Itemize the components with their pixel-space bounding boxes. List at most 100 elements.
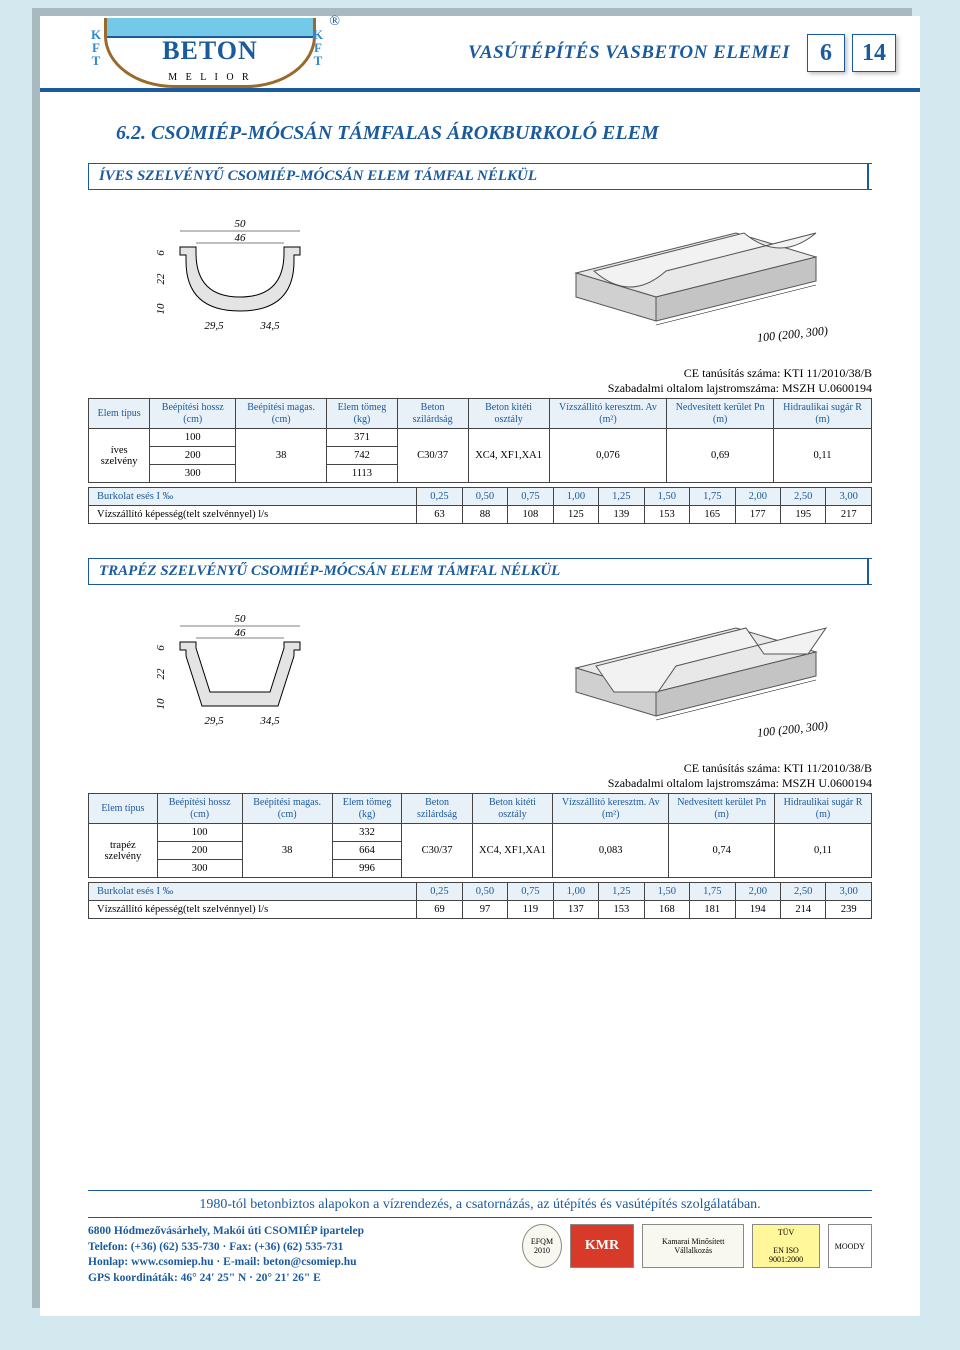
cell: 153 <box>644 506 689 524</box>
col-av: Vízszállító keresztm. Av (m²) <box>549 399 666 429</box>
cell: 0,74 <box>669 824 775 878</box>
col: Elem tömeg (kg) <box>332 794 402 824</box>
cell: 1,00 <box>553 883 598 901</box>
contact-block: 6800 Hódmezővásárhely, Makói úti CSOMIÉP… <box>88 1224 508 1286</box>
cell: 332 <box>332 824 402 842</box>
cell: 300 <box>157 860 242 878</box>
cell: 69 <box>417 901 462 919</box>
cell-type: íves szelvény <box>89 429 150 483</box>
logo-subtext: M E L I O R <box>168 72 251 83</box>
cell: 371 <box>327 429 398 447</box>
svg-text:6: 6 <box>155 250 167 256</box>
cell: 1,00 <box>553 488 598 506</box>
cell: 88 <box>462 506 507 524</box>
tuv-badge-icon: TÜVEN ISO 9001:2000 <box>752 1224 819 1268</box>
cell: 2,00 <box>735 883 780 901</box>
kft-left: KFT <box>86 28 106 67</box>
cert-badges: EFQM 2010 KMR Kamarai Minősített Vállalk… <box>522 1224 872 1268</box>
col-pn: Nedvesített kerület Pn (m) <box>667 399 774 429</box>
cell: 0,25 <box>417 488 462 506</box>
section-title: 6.2. CSOMIÉP-MÓCSÁN TÁMFALAS ÁROKBURKOLÓ… <box>104 116 900 151</box>
subtitle-curved: ÍVES SZELVÉNYŰ CSOMIÉP-MÓCSÁN ELEM TÁMFA… <box>88 163 872 190</box>
cell: 3,00 <box>826 488 872 506</box>
flow-label-2: Vízszállító képesség(telt szelvénnyel) l… <box>89 901 417 919</box>
cell: 239 <box>826 901 872 919</box>
cell: 742 <box>327 447 398 465</box>
col-height: Beépítési magas. (cm) <box>236 399 327 429</box>
cross-section-curved: 50 46 6 22 10 29,5 34,5 <box>150 213 330 338</box>
cell: 97 <box>462 901 507 919</box>
subtitle-trapezoid: TRAPÉZ SZELVÉNYŰ CSOMIÉP-MÓCSÁN ELEM TÁM… <box>88 558 872 585</box>
spec-table-1: Elem típus Beépítési hossz (cm) Beépítés… <box>88 398 872 483</box>
col-length: Beépítési hossz (cm) <box>150 399 236 429</box>
col: Beépítési hossz (cm) <box>157 794 242 824</box>
cell: 153 <box>599 901 644 919</box>
cell: 0,75 <box>508 883 553 901</box>
efqm-badge-icon: EFQM 2010 <box>522 1224 562 1268</box>
iso-view-curved: 100 (200, 300) <box>546 213 846 338</box>
svg-text:50: 50 <box>235 218 247 230</box>
slope-label: Burkolat esés I ‰ <box>89 488 417 506</box>
footer-address: 6800 Hódmezővásárhely, Makói úti CSOMIÉP… <box>88 1224 508 1240</box>
registered-icon: ® <box>329 14 340 30</box>
cell: 194 <box>735 901 780 919</box>
cell: 2,00 <box>735 488 780 506</box>
col: Vízszállító keresztm. Av (m²) <box>553 794 669 824</box>
header-rule <box>40 88 920 92</box>
flow-table-1: Burkolat esés I ‰ 0,250,500,751,001,251,… <box>88 487 872 524</box>
spec-table-2: Elem típus Beépítési hossz (cm) Beépítés… <box>88 793 872 878</box>
cell: 181 <box>690 901 735 919</box>
col: Hidraulikai sugár R (m) <box>775 794 872 824</box>
kft-right: KFT <box>308 28 328 67</box>
cell: 0,076 <box>549 429 666 483</box>
cell: trapéz szelvény <box>89 824 158 878</box>
svg-text:10: 10 <box>155 698 167 710</box>
cell: 1,75 <box>690 488 735 506</box>
cell: 0,69 <box>667 429 774 483</box>
col: Beton szilárdság <box>402 794 472 824</box>
cell: C30/37 <box>397 429 468 483</box>
cell: 0,50 <box>462 488 507 506</box>
cell: 300 <box>150 465 236 483</box>
cell: 214 <box>780 901 825 919</box>
cell: 177 <box>735 506 780 524</box>
cell: 63 <box>417 506 462 524</box>
svg-text:46: 46 <box>235 232 247 244</box>
svg-text:22: 22 <box>155 668 167 680</box>
cell: 2,50 <box>780 883 825 901</box>
cell: 0,50 <box>462 883 507 901</box>
col: Nedvesített kerület Pn (m) <box>669 794 775 824</box>
footer-phone: Telefon: (+36) (62) 535-730 · Fax: (+36)… <box>88 1240 508 1256</box>
cell: 100 <box>157 824 242 842</box>
cell: 3,00 <box>826 883 872 901</box>
svg-text:50: 50 <box>235 613 247 625</box>
cell: 0,083 <box>553 824 669 878</box>
cert-block-1: CE tanúsítás száma: KTI 11/2010/38/B Sza… <box>40 366 872 396</box>
cell: 1,50 <box>644 883 689 901</box>
flow-table-2: Burkolat esés I ‰ 0,250,500,751,001,251,… <box>88 882 872 919</box>
slope-label-2: Burkolat esés I ‰ <box>89 883 417 901</box>
iso-view-trapezoid: 100 (200, 300) <box>546 608 846 733</box>
footer-gps: GPS koordináták: 46° 24' 25" N · 20° 21'… <box>88 1271 508 1287</box>
footer-web: Honlap: www.csomiep.hu · E-mail: beton@c… <box>88 1255 508 1271</box>
cell: 1,75 <box>690 883 735 901</box>
cert-patent-2: Szabadalmi oltalom lajstromszáma: MSZH U… <box>40 776 872 791</box>
cross-section-trapezoid: 50 46 6 22 10 29,5 34,5 <box>150 608 330 733</box>
cell: 195 <box>780 506 825 524</box>
diagram-row-1: 50 46 6 22 10 29,5 34,5 <box>40 204 920 344</box>
svg-text:10: 10 <box>155 303 167 315</box>
cell: 0,11 <box>774 429 872 483</box>
cell: 165 <box>690 506 735 524</box>
mkik-badge-icon: Kamarai Minősített Vállalkozás <box>642 1224 744 1268</box>
cell: 1113 <box>327 465 398 483</box>
cell: 0,75 <box>508 488 553 506</box>
col-type: Elem típus <box>89 399 150 429</box>
cell: 137 <box>553 901 598 919</box>
col-mass: Elem tömeg (kg) <box>327 399 398 429</box>
header-title: VASÚTÉPÍTÉS VASBETON ELEMEI <box>468 42 790 64</box>
svg-text:29,5: 29,5 <box>204 320 224 332</box>
diagram-row-2: 50 46 6 22 10 29,5 34,5 <box>40 599 920 739</box>
col-strength: Beton szilárdság <box>397 399 468 429</box>
col-exposure: Beton kitéti osztály <box>468 399 549 429</box>
cert-patent: Szabadalmi oltalom lajstromszáma: MSZH U… <box>40 381 872 396</box>
